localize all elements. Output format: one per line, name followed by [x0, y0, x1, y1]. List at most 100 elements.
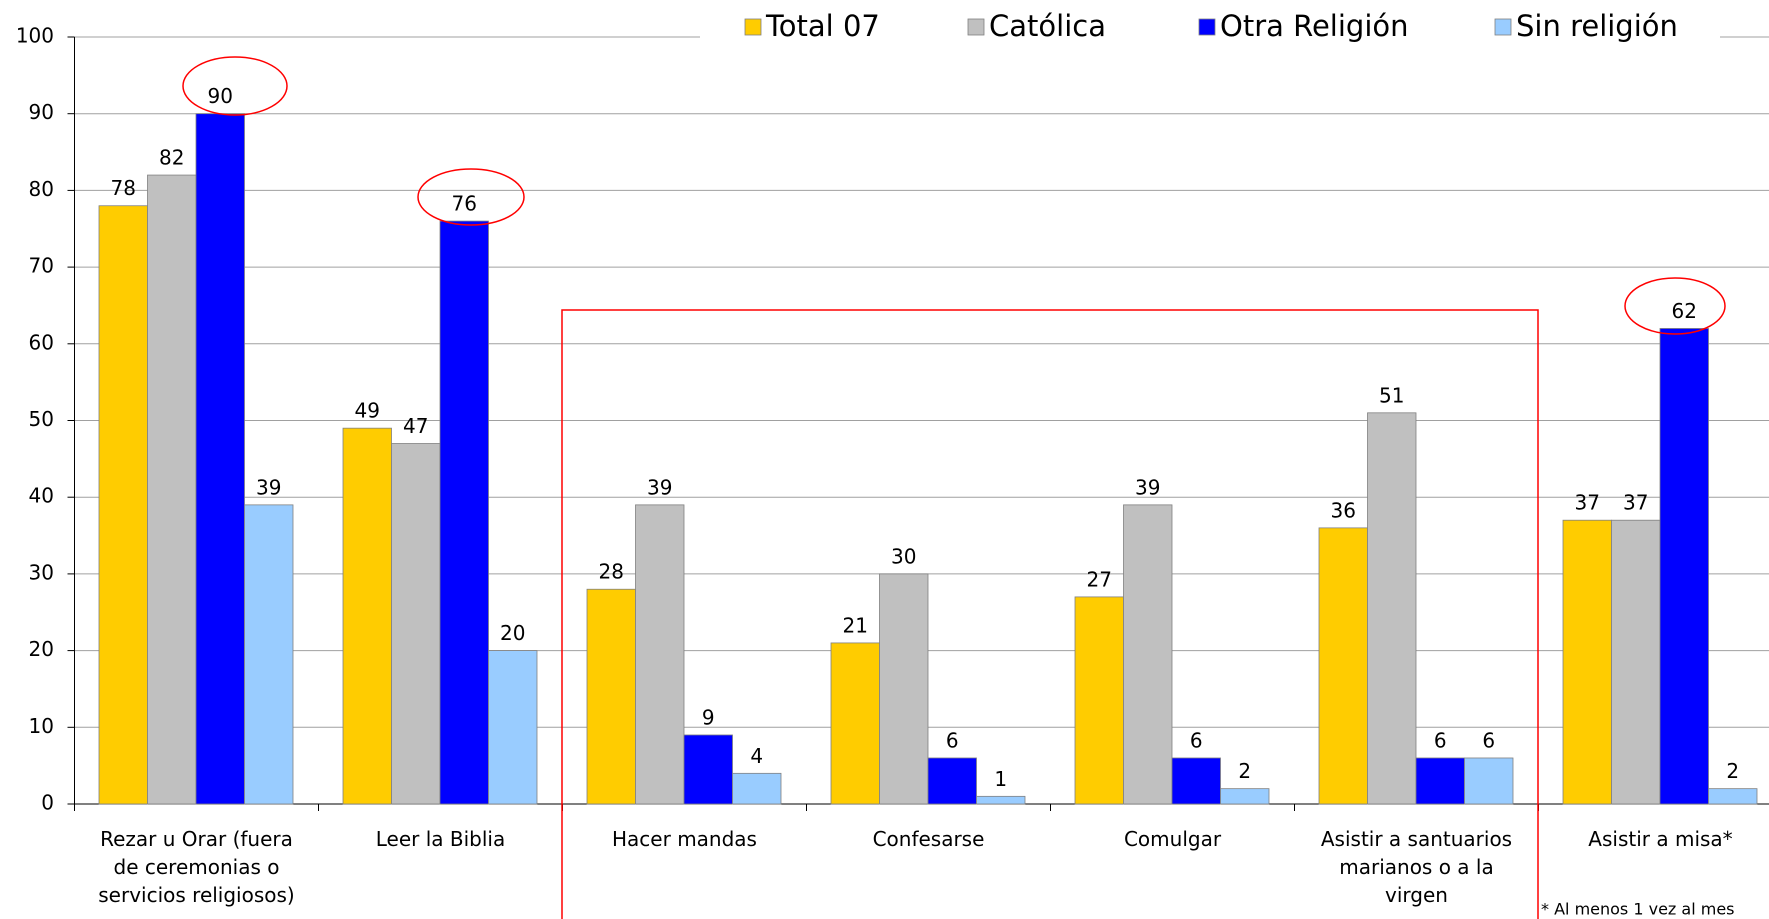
legend-swatch: [1198, 18, 1216, 36]
x-tick-label-line: Asistir a misa*: [1588, 827, 1732, 851]
legend-swatch: [1494, 18, 1512, 36]
y-tick-label: 10: [29, 714, 54, 738]
data-label: 37: [1623, 491, 1648, 515]
data-label: 90: [208, 84, 233, 108]
data-label: 6: [1482, 728, 1495, 752]
x-tick-label-line: Confesarse: [873, 827, 985, 851]
y-tick-label: 30: [29, 560, 54, 584]
footnote: * Al menos 1 vez al mes: [1541, 900, 1735, 919]
bar: [391, 443, 441, 805]
legend-label: Sin religión: [1516, 9, 1678, 43]
bar: [1123, 504, 1173, 805]
bar: [195, 113, 245, 805]
bar: [1367, 412, 1417, 805]
data-label: 28: [599, 560, 624, 584]
x-tick-label-line: Asistir a santuarios: [1321, 827, 1512, 851]
x-tick-label: Asistir a santuarios marianos o a la virge…: [1321, 827, 1512, 907]
bar: [1220, 788, 1270, 805]
highlight-ellipse: [1624, 277, 1726, 335]
bar: [342, 427, 392, 805]
bar: [830, 642, 880, 805]
data-label: 6: [946, 728, 959, 752]
data-label: 21: [843, 613, 868, 637]
x-tick-label: Rezar u Orar (fuera de ceremonias o servic…: [98, 827, 294, 907]
data-label: 2: [1726, 759, 1739, 783]
data-label: 78: [111, 176, 136, 200]
data-label: 82: [159, 146, 184, 170]
legend-swatch: [967, 18, 985, 36]
data-label: 27: [1087, 567, 1112, 591]
bar: [147, 174, 197, 805]
legend-label: Católica: [989, 9, 1106, 43]
x-tick-label-line: virgen: [1385, 883, 1448, 907]
bar: [244, 504, 294, 805]
data-label: 1: [994, 767, 1007, 791]
x-tick-label-line: Hacer mandas: [612, 827, 757, 851]
data-label: 39: [1135, 475, 1160, 499]
bar: [1659, 328, 1709, 805]
bar: [1464, 757, 1514, 805]
data-label: 49: [355, 399, 380, 423]
data-label: 39: [256, 475, 281, 499]
legend-label: Otra Religión: [1220, 9, 1409, 43]
x-tick-label: Asistir a misa*: [1588, 827, 1732, 851]
data-label: 4: [750, 744, 763, 768]
y-tick-label: 80: [29, 177, 54, 201]
bar: [732, 772, 782, 805]
y-tick-label: 20: [29, 637, 54, 661]
data-label: 6: [1190, 728, 1203, 752]
x-tick-label: Confesarse: [873, 827, 985, 851]
bar: [635, 504, 685, 805]
data-label: 37: [1575, 491, 1600, 515]
highlight-ellipse: [182, 56, 288, 116]
data-label: 39: [647, 475, 672, 499]
bar: [927, 757, 977, 805]
highlight-box: [561, 309, 1539, 919]
data-label: 20: [500, 621, 525, 645]
bar: [1074, 596, 1124, 805]
bar: [439, 220, 489, 805]
bar: [1318, 527, 1368, 805]
bar: [488, 650, 538, 805]
bar: [1611, 519, 1661, 805]
bar: [683, 734, 733, 805]
x-tick-label-line: Rezar u Orar (fuera: [100, 827, 293, 851]
x-tick-label-line: de ceremonias o: [114, 855, 280, 879]
highlight-ellipse: [417, 168, 525, 226]
y-tick-label: 70: [29, 254, 54, 278]
y-tick-label: 40: [29, 484, 54, 508]
x-tick-label: Comulgar: [1124, 827, 1222, 851]
bar: [1415, 757, 1465, 805]
x-tick-label-line: servicios religiosos): [98, 883, 294, 907]
y-tick-label: 90: [29, 100, 54, 124]
y-tick-label: 50: [29, 407, 54, 431]
x-tick-label: Hacer mandas: [612, 827, 757, 851]
data-label: 36: [1331, 498, 1356, 522]
data-label: 9: [702, 705, 715, 729]
data-label: 6: [1434, 728, 1447, 752]
data-label: 30: [891, 544, 916, 568]
data-label: 47: [403, 414, 428, 438]
legend-swatch: [744, 18, 762, 36]
data-label: 2: [1238, 759, 1251, 783]
x-tick-label-line: Comulgar: [1124, 827, 1222, 851]
bar: [879, 573, 929, 805]
data-label: 62: [1672, 299, 1697, 323]
data-label: 51: [1379, 383, 1404, 407]
bar: [1708, 788, 1758, 805]
y-tick-label: 60: [29, 330, 54, 354]
x-tick-label-line: Leer la Biblia: [376, 827, 506, 851]
x-tick-label-line: marianos o a la: [1339, 855, 1493, 879]
legend-label: Total 07: [765, 9, 880, 43]
x-tick-label: Leer la Biblia: [376, 827, 506, 851]
y-tick-label: 100: [16, 24, 54, 48]
bar: [1171, 757, 1221, 805]
bar: [976, 795, 1026, 805]
bar: [98, 205, 148, 805]
data-label: 76: [452, 192, 477, 216]
bar: [1562, 519, 1612, 805]
bar: [586, 588, 636, 805]
y-tick-label: 0: [41, 791, 54, 815]
